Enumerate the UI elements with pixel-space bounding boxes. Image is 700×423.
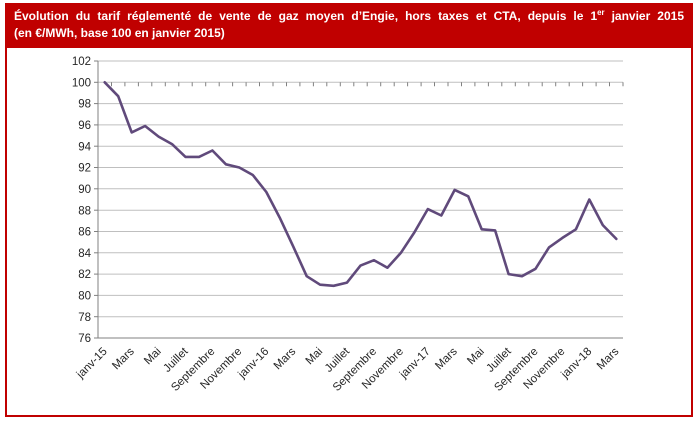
svg-text:102: 102 [72, 56, 91, 68]
svg-text:Mai: Mai [304, 346, 326, 368]
svg-text:92: 92 [78, 163, 91, 175]
superscript-er: er [597, 8, 605, 17]
svg-text:janv-15: janv-15 [74, 346, 110, 382]
svg-text:Mai: Mai [465, 346, 487, 368]
svg-text:Mai: Mai [142, 346, 164, 368]
svg-text:Mars: Mars [433, 345, 460, 372]
svg-text:96: 96 [78, 120, 91, 132]
baseline-ticks [97, 82, 624, 87]
svg-text:90: 90 [78, 184, 91, 196]
svg-text:80: 80 [78, 291, 91, 303]
svg-text:86: 86 [78, 227, 91, 239]
chart-title-line1: Évolution du tarif réglementé de vente d… [14, 8, 684, 23]
tariff-series-line [103, 81, 618, 288]
svg-text:Mars: Mars [110, 345, 137, 372]
svg-text:94: 94 [78, 141, 91, 153]
y-axis-labels: 76 78 80 82 84 86 88 90 92 94 96 98 100 102 [72, 56, 92, 345]
svg-text:100: 100 [72, 77, 91, 89]
svg-text:Mars: Mars [272, 345, 299, 372]
svg-text:78: 78 [78, 312, 91, 324]
svg-text:98: 98 [78, 99, 91, 111]
svg-text:82: 82 [78, 269, 91, 281]
y-axis [94, 60, 99, 339]
svg-text:Mars: Mars [595, 345, 622, 372]
svg-text:84: 84 [78, 248, 91, 260]
svg-text:88: 88 [78, 205, 91, 217]
svg-text:76: 76 [78, 333, 91, 345]
chart-title-line2: (en €/MWh, base 100 en janvier 2015) [14, 26, 225, 41]
x-axis-labels: janv-15 Mars MaiJuilletSeptembreNovembreja… [74, 345, 622, 394]
chart-title-bar: Évolution du tarif réglementé de vente d… [5, 3, 693, 48]
gridlines [98, 60, 623, 339]
